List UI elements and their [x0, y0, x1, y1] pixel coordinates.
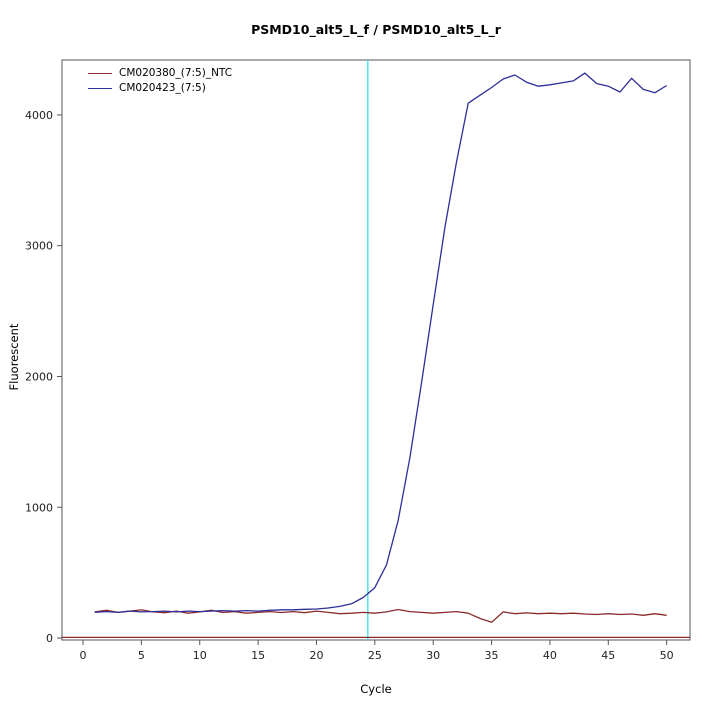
x-tick-label: 15 [251, 649, 265, 662]
chart-title: PSMD10_alt5_L_f / PSMD10_alt5_L_r [251, 22, 501, 37]
legend-line-swatch-sample [88, 87, 112, 89]
x-tick-label: 20 [309, 649, 323, 662]
legend-item-ntc: CM020380_(7:5)_NTC [88, 67, 232, 79]
x-tick-label: 25 [368, 649, 382, 662]
x-tick-label: 45 [601, 649, 615, 662]
legend-item-sample: CM020423_(7:5) [88, 82, 232, 94]
legend: CM020380_(7:5)_NTC CM020423_(7:5) [88, 67, 232, 94]
series-line-0 [94, 608, 667, 623]
y-tick-label: 1000 [25, 501, 53, 514]
plot-border [61, 59, 691, 641]
x-tick-label: 5 [138, 649, 145, 662]
y-tick-label: 2000 [25, 370, 53, 383]
x-tick-label: 30 [426, 649, 440, 662]
y-tick-label: 0 [46, 632, 53, 645]
y-axis-label: Fluorescent [7, 323, 21, 391]
x-axis-label: Cycle [360, 682, 392, 696]
y-tick-label: 4000 [25, 109, 53, 122]
y-tick-label: 3000 [25, 240, 53, 253]
series-line-1 [94, 72, 668, 614]
x-tick-label: 0 [80, 649, 87, 662]
x-tick-label: 40 [543, 649, 557, 662]
x-tick-label: 35 [485, 649, 499, 662]
legend-line-swatch-ntc [88, 72, 112, 74]
x-tick-label: 10 [193, 649, 207, 662]
x-tick-label: 50 [660, 649, 674, 662]
legend-label-sample: CM020423_(7:5) [119, 82, 206, 94]
legend-label-ntc: CM020380_(7:5)_NTC [119, 67, 233, 79]
